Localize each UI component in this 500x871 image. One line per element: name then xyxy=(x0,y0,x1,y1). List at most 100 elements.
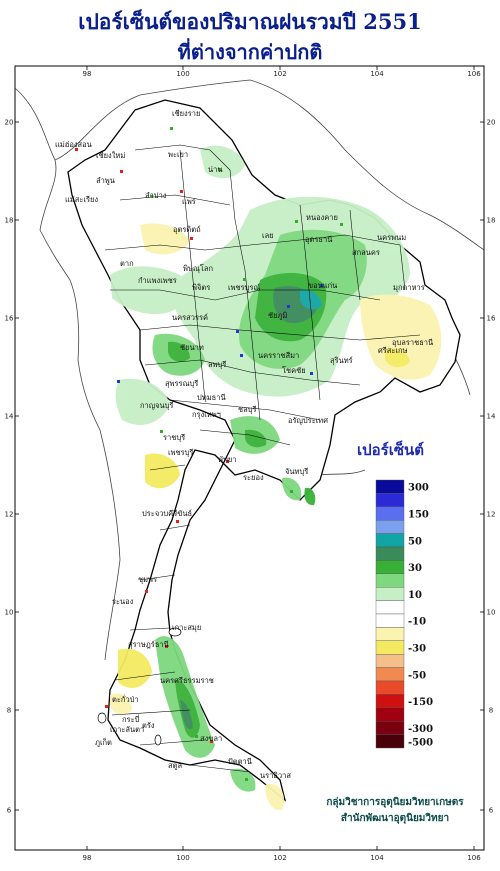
province-label: กาญจนบุรี xyxy=(140,401,173,410)
x-tick-label-bottom: 98 xyxy=(83,854,92,862)
y-tick-label-left: 14 xyxy=(5,413,14,421)
y-tick-label-left: 16 xyxy=(5,315,14,323)
province-label: ระยอง xyxy=(243,473,264,482)
province-label: กรุงเทพฯ xyxy=(192,410,221,419)
x-tick-label-top: 98 xyxy=(83,70,92,78)
y-tick-label-left: 20 xyxy=(5,119,14,127)
province-label: ราชบุรี xyxy=(163,433,185,442)
province-label: เกาะลันตา xyxy=(110,725,144,734)
legend-swatch xyxy=(375,667,405,682)
province-label: ระนอง xyxy=(112,597,134,606)
legend-swatch xyxy=(375,506,405,521)
province-label: เลย xyxy=(262,231,274,240)
province-label: อุตรดิตถ์ xyxy=(173,225,201,234)
y-tick-label-right: 10 xyxy=(487,609,496,617)
neighbour-borders xyxy=(14,79,485,661)
province-label: พะเยา xyxy=(168,150,188,159)
province-label: ชัยนาท xyxy=(180,343,204,352)
legend-label: -30 xyxy=(408,644,426,655)
x-tick-label-bottom: 106 xyxy=(467,854,481,862)
province-label: นครศรีธรรมราช xyxy=(160,676,214,685)
y-tick-label-right: 16 xyxy=(487,315,496,323)
legend-swatch xyxy=(375,680,405,695)
map-title-line2: ที่ต่างจากค่าปกติ xyxy=(177,40,323,64)
province-label: แพร่ xyxy=(182,197,196,206)
x-tick-label-top: 102 xyxy=(273,70,286,78)
x-tick-label-top: 104 xyxy=(370,70,384,78)
station-markers xyxy=(75,127,343,781)
x-axis-ticks-bottom: 98 100 102 104 106 xyxy=(83,846,481,862)
legend-title: เปอร์เซ็นต์ xyxy=(357,441,425,459)
y-tick-label-left: 12 xyxy=(5,511,14,519)
legend-label: 50 xyxy=(408,536,422,547)
province-label: เพชรบูรณ์ xyxy=(228,283,260,292)
legend-label: -10 xyxy=(408,617,426,628)
province-label: ชัยภูมิ xyxy=(268,311,287,320)
province-label: นครราชสีมา xyxy=(258,351,299,360)
province-label: เชียงราย xyxy=(172,109,200,118)
credit-line1: กลุ่มวิชาการอุตุนิยมวิทยาเกษตร xyxy=(326,797,464,808)
province-label: นครสวรรค์ xyxy=(172,313,208,322)
legend-label: 30 xyxy=(408,563,422,574)
legend-swatch xyxy=(375,560,405,575)
legend-swatch xyxy=(375,694,405,709)
y-tick-label-right: 20 xyxy=(487,119,496,127)
legend-label: -150 xyxy=(408,697,433,708)
province-label: โชคชัย xyxy=(282,366,306,375)
y-tick-label-left: 18 xyxy=(5,217,14,225)
province-label: มุกดาหาร xyxy=(393,283,425,292)
province-label: สตูล xyxy=(168,761,182,770)
province-label: สุรินทร์ xyxy=(330,356,353,365)
province-label: สุราษฎร์ธานี xyxy=(128,640,169,649)
province-label: เพชรบุรี xyxy=(168,448,193,457)
province-label: แม่ฮ่องสอน xyxy=(55,140,92,149)
province-label: น่าน xyxy=(208,165,222,174)
province-label: กำแพงเพชร xyxy=(138,276,177,285)
legend-swatch xyxy=(375,587,405,601)
province-label: เชียงใหม่ xyxy=(96,151,125,160)
legend-label: 300 xyxy=(408,483,429,494)
y-tick-label-left: 10 xyxy=(5,609,14,617)
y-tick-label-right: 14 xyxy=(487,413,496,421)
province-label: พิจิตร xyxy=(192,283,210,292)
legend-swatch xyxy=(375,640,405,655)
province-label: กระบี่ xyxy=(122,714,140,724)
legend-swatch xyxy=(375,533,405,548)
y-tick-label-left: 8 xyxy=(7,707,11,715)
y-tick-label-right: 12 xyxy=(487,511,496,519)
y-tick-label-right: 18 xyxy=(487,217,496,225)
province-label: ศรีสะเกษ xyxy=(378,346,407,355)
legend-swatch xyxy=(375,479,405,494)
province-label: ตาก xyxy=(120,259,134,268)
province-label: ตรัง xyxy=(142,721,155,730)
province-label: ปัตตานี xyxy=(228,757,252,766)
province-label: เกาะสมุย xyxy=(172,623,201,632)
province-label: อุดรธานี xyxy=(305,235,332,244)
province-label: ภูเก็ต xyxy=(95,737,112,747)
credit-line2: สำนักพัฒนาอุตุนิยมวิทยา xyxy=(340,813,450,824)
province-label: อรัญประเทศ xyxy=(288,416,328,425)
x-tick-label-top: 100 xyxy=(176,70,189,78)
legend-label: 150 xyxy=(408,510,429,521)
y-axis-ticks-left: 20 18 16 14 12 10 8 6 xyxy=(5,119,19,815)
province-label: ชุมพร xyxy=(138,575,157,584)
x-tick-label-bottom: 100 xyxy=(176,854,189,862)
province-label: จันทบุรี xyxy=(285,467,308,476)
province-label: นครพนม xyxy=(377,233,406,242)
province-label: ลำพูน xyxy=(96,176,115,185)
x-axis-ticks-top: 98 100 102 104 106 xyxy=(83,66,481,78)
province-label: ขอนแก่น xyxy=(308,281,337,290)
province-label: ชลบุรี xyxy=(238,405,256,414)
province-label: แม่สะเรียง xyxy=(65,195,98,204)
province-label: สุพรรณบุรี xyxy=(165,379,198,388)
province-borders xyxy=(104,144,421,773)
y-axis-ticks-right: 20 18 16 14 12 10 8 6 xyxy=(480,119,496,815)
province-label: พิษณุโลก xyxy=(183,264,213,273)
legend-swatch xyxy=(375,613,405,628)
legend-swatch xyxy=(375,520,405,534)
map-title-line1: เปอร์เซ็นต์ของปริมาณฝนรวมปี 2551 xyxy=(78,9,422,34)
legend-label: -50 xyxy=(408,670,426,681)
legend-color-bar: 300 150 50 30 10 -10 -30 -50 -150 -300 -500 xyxy=(375,479,433,748)
